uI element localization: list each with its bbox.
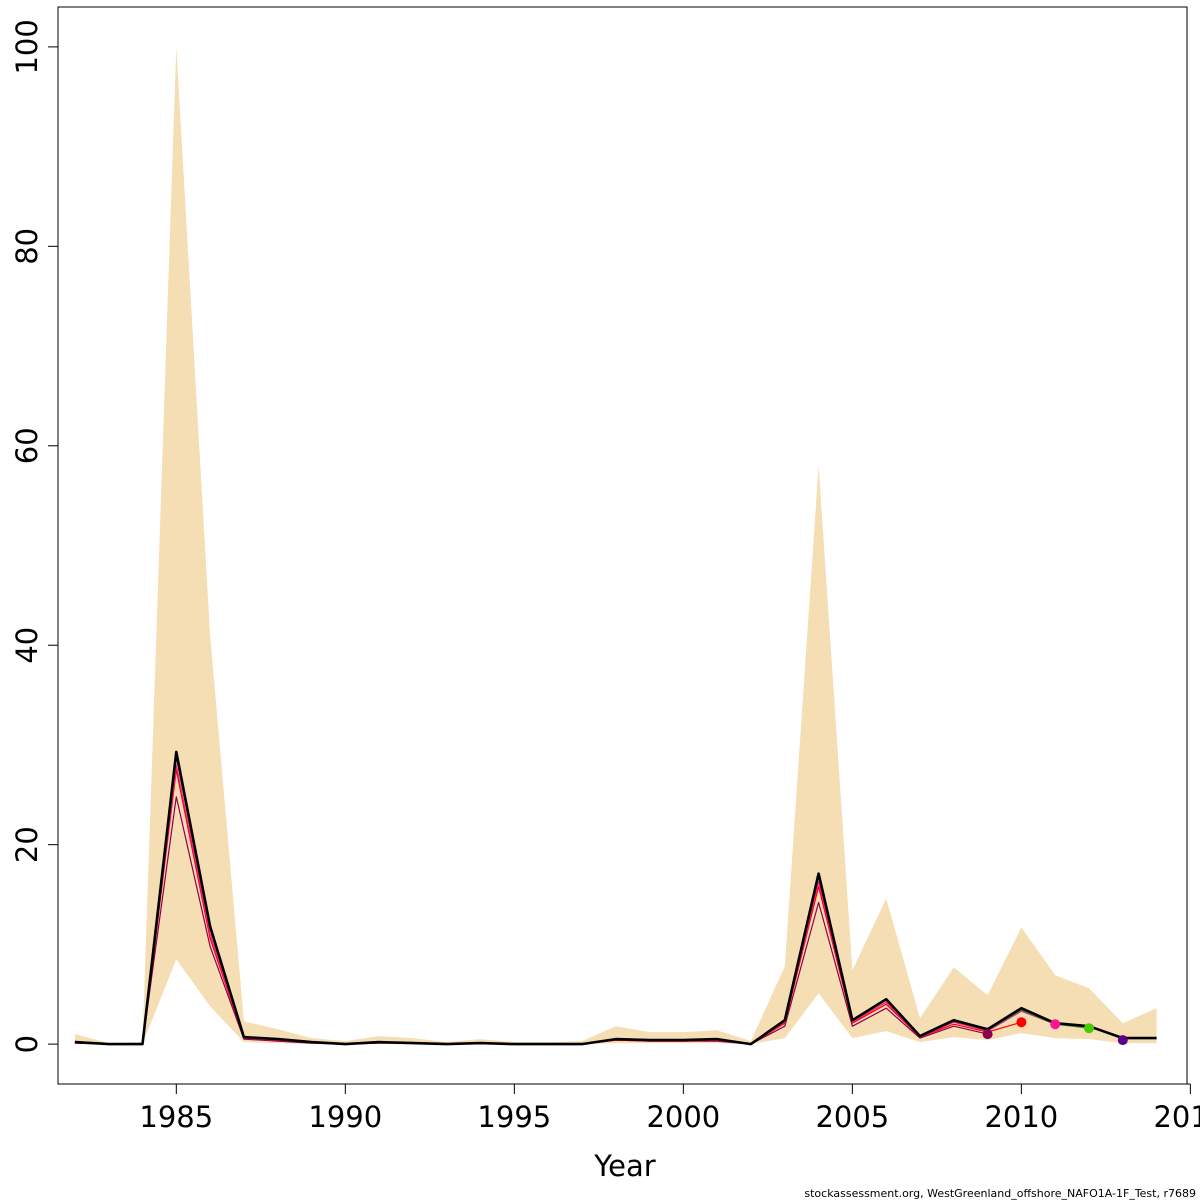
end-point-4	[1117, 1035, 1128, 1046]
x-tick-label-6: 2015	[1153, 1100, 1200, 1134]
series-layer	[74, 750, 1157, 1046]
y-tick-label-0: 0	[10, 1035, 44, 1053]
x-tick-label-5: 2010	[984, 1100, 1058, 1134]
y-tick-label-4: 80	[10, 228, 44, 265]
footnote: stockassessment.org, WestGreenland_offsh…	[804, 1187, 1196, 1200]
confidence-band-layer	[74, 46, 1157, 1045]
x-tick-label-1: 1990	[308, 1100, 382, 1134]
confidence-band	[74, 46, 1157, 1045]
end-point-0	[982, 1029, 993, 1040]
series-line-0	[74, 750, 1157, 1046]
x-tick-label-0: 1985	[139, 1100, 213, 1134]
y-axis: 0 20 40 60 80 100	[10, 19, 59, 1053]
end-point-3	[1084, 1023, 1094, 1034]
y-tick-label-3: 60	[10, 427, 44, 464]
x-axis: 1985 1990 1995 2000 2005 2010 2015	[139, 1083, 1200, 1134]
end-point-1	[1016, 1017, 1027, 1028]
end-point-2	[1050, 1019, 1061, 1030]
y-tick-label-1: 20	[10, 826, 44, 863]
y-tick-label-5: 100	[10, 19, 44, 74]
y-tick-label-2: 40	[10, 627, 44, 664]
x-tick-label-3: 2000	[646, 1100, 720, 1134]
end-points-layer	[982, 1017, 1128, 1046]
x-tick-label-4: 2005	[815, 1100, 889, 1134]
x-tick-label-2: 1995	[477, 1100, 551, 1134]
x-axis-title: Year	[593, 1149, 655, 1183]
